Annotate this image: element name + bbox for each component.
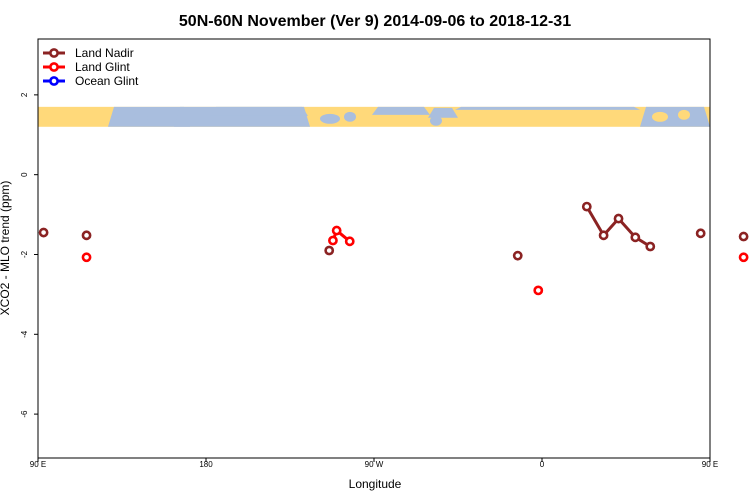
legend-label: Land Glint	[75, 60, 130, 74]
data-point	[598, 230, 609, 241]
legend-item: Ocean Glint	[43, 74, 139, 88]
legend-label: Ocean Glint	[75, 74, 139, 88]
chart-title: 50N-60N November (Ver 9) 2014-09-06 to 2…	[179, 13, 571, 30]
data-point	[324, 245, 335, 256]
x-tick-label: 90 W	[365, 460, 384, 469]
y-axis-label: XCO2 - MLO trend (ppm)	[0, 181, 12, 316]
data-point	[38, 227, 49, 238]
map-island	[344, 111, 356, 122]
data-point	[512, 250, 523, 261]
legend-item: Land Nadir	[43, 46, 134, 60]
map-ocean-area	[455, 106, 640, 110]
data-point	[533, 285, 544, 296]
x-tick-label: 90 E	[702, 460, 718, 469]
legend-label: Land Nadir	[75, 46, 134, 60]
data-point	[738, 252, 749, 263]
x-tick-label: 0	[540, 460, 545, 469]
x-axis: 90 E 180 90 W 0 90 E	[30, 458, 718, 469]
map-band	[38, 106, 710, 127]
map-ocean-area	[640, 106, 710, 127]
map-island	[678, 109, 690, 120]
map-island	[320, 113, 340, 124]
series-land-nadir	[38, 201, 749, 261]
data-point	[738, 231, 749, 242]
y-tick-label: -4	[20, 330, 29, 338]
map-ocean-area	[108, 106, 190, 127]
y-tick-label: -2	[20, 250, 29, 258]
plot-frame	[37, 38, 711, 459]
data-point	[695, 228, 706, 239]
legend-marker	[49, 76, 59, 86]
map-ocean-area	[428, 107, 458, 118]
y-tick-label: -6	[20, 410, 29, 418]
data-point	[581, 201, 592, 212]
y-axis: 2 0 -2 -4 -6	[20, 92, 38, 418]
data-point	[81, 252, 92, 263]
series-land-glint	[81, 225, 749, 296]
data-point	[331, 225, 342, 236]
map-ocean-area	[210, 106, 308, 116]
y-tick-label: 2	[20, 92, 29, 97]
series-layer	[38, 201, 749, 296]
legend-marker	[49, 62, 59, 72]
legend-item: Land Glint	[43, 60, 130, 74]
x-tick-label: 180	[199, 460, 213, 469]
data-point	[81, 230, 92, 241]
map-island	[430, 115, 442, 126]
x-axis-label: Longitude	[349, 477, 402, 491]
map-island	[132, 112, 148, 123]
legend-marker	[49, 48, 59, 58]
data-point	[613, 213, 624, 224]
series-line	[585, 205, 652, 248]
map-ocean-area	[372, 106, 430, 115]
data-point	[344, 236, 355, 247]
data-point	[645, 241, 656, 252]
y-tick-label: 0	[20, 172, 29, 177]
map-island	[652, 111, 668, 122]
x-tick-label: 90 E	[30, 460, 46, 469]
data-point	[328, 235, 338, 246]
data-point	[630, 232, 641, 243]
